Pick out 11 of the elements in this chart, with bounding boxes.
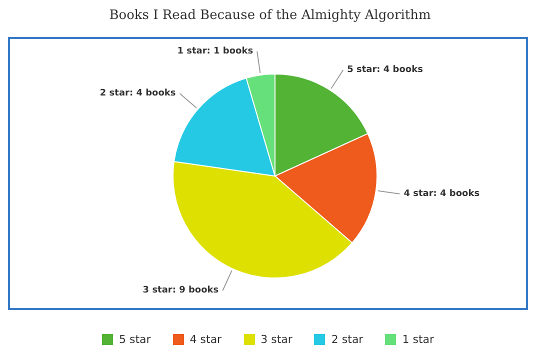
legend-label: 1 star [402, 333, 434, 346]
legend-label: 5 star [118, 333, 151, 346]
chart-title: Books I Read Because of the Almighty Algorithm [108, 8, 432, 23]
legend-label: 4 star [190, 333, 222, 346]
data-label: 1 star: 1 books [177, 46, 254, 56]
data-label: 5 star: 4 books [347, 65, 423, 75]
legend-label: 3 star [260, 333, 292, 346]
legend-label: 2 star [331, 333, 364, 346]
data-label: 2 star: 4 books [100, 88, 176, 98]
data-label: 3 star: 9 books [142, 286, 219, 296]
data-label: 4 star: 4 books [404, 188, 480, 199]
